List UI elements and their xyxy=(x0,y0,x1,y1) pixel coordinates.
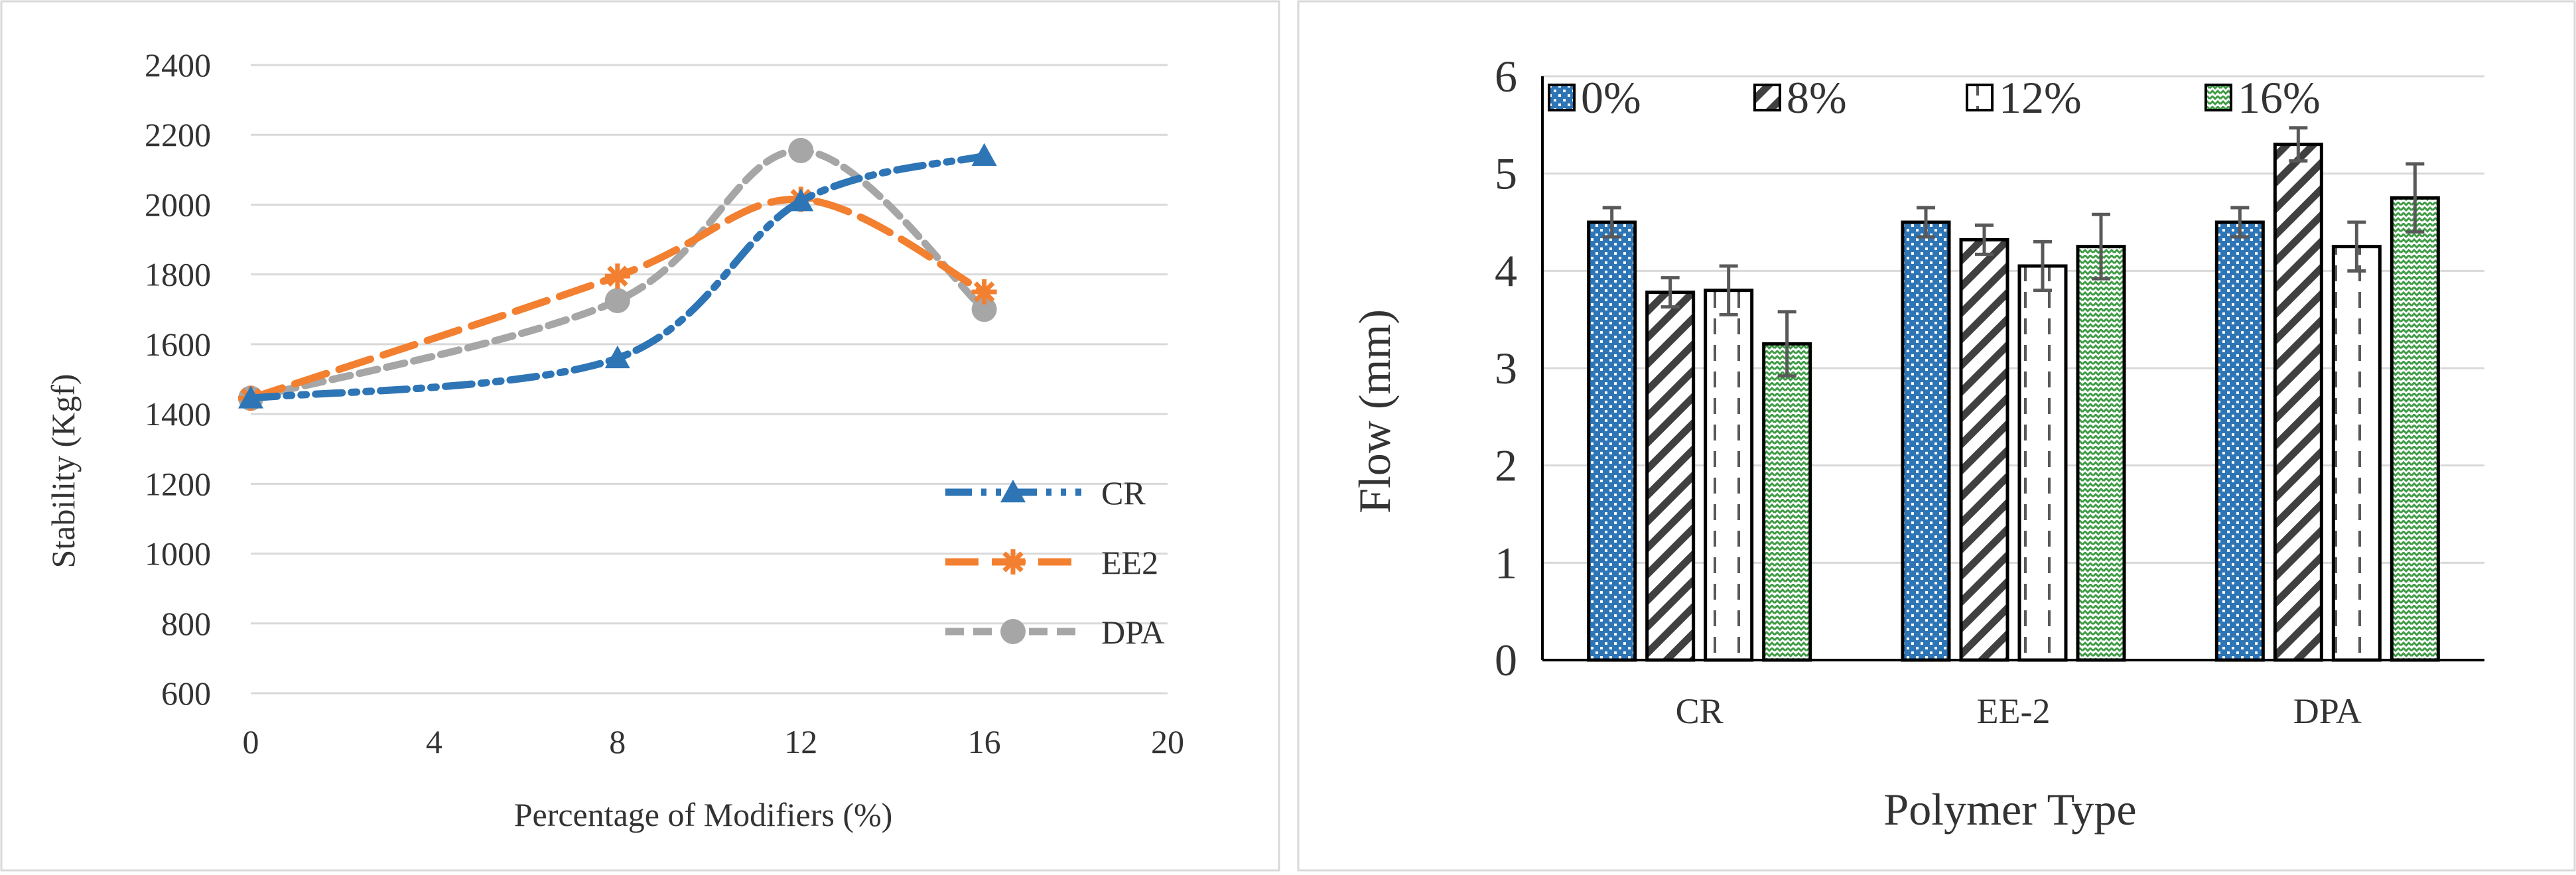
y-tick-label: 2 xyxy=(1495,440,1517,491)
bar xyxy=(2214,220,2265,662)
legend-label: CR xyxy=(1101,474,1146,511)
data-point-cr xyxy=(971,143,997,166)
bar-group xyxy=(2331,220,2382,662)
y-tick-label: 800 xyxy=(161,605,211,642)
flow-bar-chart: 0 1 2 3 4 5 6 CR EE-2 DPA 0% 8% 12% 16% Flow (mm) P… xyxy=(1297,0,2576,872)
y-axis-title: Flow (mm) xyxy=(1349,309,1400,513)
bar-group xyxy=(1645,276,1696,662)
legend-label: EE2 xyxy=(1101,544,1158,581)
x-tick-label: 0 xyxy=(243,723,259,760)
legend-swatch xyxy=(2204,84,2232,111)
series-cr xyxy=(238,143,997,409)
y-tick-label: 4 xyxy=(1495,245,1517,296)
data-point-ee2 xyxy=(604,263,630,289)
bar-group xyxy=(2017,239,2068,662)
legend-label: 12% xyxy=(1999,72,2082,123)
series-line-dpa xyxy=(247,147,988,402)
x-tick-label: CR xyxy=(1676,691,1724,731)
legend-entry: 8% xyxy=(1753,72,1847,123)
legend-swatch xyxy=(1753,84,1781,111)
legend-swatch xyxy=(1966,84,1994,111)
bar xyxy=(2017,264,2068,662)
legend-entry-ee2: EE2 xyxy=(945,544,1158,581)
legend-entry: 12% xyxy=(1966,72,2082,123)
bar-group xyxy=(1587,206,1637,662)
x-axis-title: Polymer Type xyxy=(1883,784,2136,835)
x-tick-label: DPA xyxy=(2293,691,2362,731)
x-tick-label: EE-2 xyxy=(1977,691,2051,731)
y-tick-label: 600 xyxy=(161,675,211,712)
legend-swatch xyxy=(1548,84,1576,111)
y-tick-label: 1400 xyxy=(145,395,211,433)
bar-group xyxy=(2214,206,2265,662)
bar-group xyxy=(1901,206,1951,662)
bar-group xyxy=(2390,162,2440,662)
legend-label: 0% xyxy=(1581,72,1641,123)
bar xyxy=(2076,245,2126,662)
legend-marker xyxy=(1000,549,1026,574)
legend-label: 16% xyxy=(2238,72,2321,123)
data-point-dpa xyxy=(971,297,997,322)
bar-group xyxy=(1959,223,2009,662)
chart-frame xyxy=(0,0,1280,872)
y-tick-label: 6 xyxy=(1495,51,1517,101)
bar-group xyxy=(2076,212,2126,662)
data-point-dpa xyxy=(788,137,814,163)
bar xyxy=(2331,245,2382,662)
bar xyxy=(2390,196,2440,662)
bar xyxy=(1587,220,1637,662)
bar xyxy=(1762,342,1812,662)
bar xyxy=(2273,143,2323,662)
bar xyxy=(1645,291,1696,662)
bar xyxy=(1901,220,1951,662)
series-line-cr xyxy=(247,152,988,402)
y-tick-label: 2400 xyxy=(145,46,211,84)
bar-group xyxy=(1704,264,1754,662)
x-tick-label: 12 xyxy=(784,723,817,760)
data-point-ee2 xyxy=(971,279,997,304)
y-axis-title: Stability (Kgf) xyxy=(44,373,82,568)
x-axis-title: Percentage of Modifiers (%) xyxy=(514,796,893,833)
data-point-cr xyxy=(604,345,630,369)
bar-group xyxy=(1762,310,1812,662)
bar-group xyxy=(2273,126,2323,662)
y-tick-label: 1000 xyxy=(145,535,211,572)
y-tick-label: 2200 xyxy=(145,116,211,153)
bar xyxy=(1704,289,1754,662)
legend-entry: 16% xyxy=(2204,72,2321,123)
x-tick-label: 16 xyxy=(968,723,1001,760)
legend-marker xyxy=(1000,480,1026,503)
data-point-cr xyxy=(238,385,263,409)
stability-line-chart: 600 800 1000 1200 1400 1600 1800 2000 2200 2400 0… xyxy=(0,0,1280,872)
legend-entry-dpa: DPA xyxy=(945,614,1164,651)
y-tick-label: 1800 xyxy=(145,256,211,293)
series-line-ee2 xyxy=(247,196,988,402)
x-tick-label: 20 xyxy=(1151,723,1184,760)
legend-entry: 0% xyxy=(1548,72,1641,123)
y-tick-label: 2000 xyxy=(145,186,211,223)
legend-entry-cr: CR xyxy=(945,474,1146,511)
data-point-dpa xyxy=(604,288,630,314)
legend-label: DPA xyxy=(1101,614,1164,651)
y-tick-label: 1200 xyxy=(145,465,211,502)
y-tick-label: 3 xyxy=(1495,343,1517,393)
x-tick-label: 4 xyxy=(426,723,442,760)
bar xyxy=(1959,237,2009,662)
data-point-cr xyxy=(788,188,814,212)
y-tick-label: 0 xyxy=(1495,635,1517,685)
y-tick-label: 5 xyxy=(1495,149,1517,199)
legend-label: 8% xyxy=(1787,72,1847,123)
x-tick-label: 8 xyxy=(609,723,626,760)
legend-marker xyxy=(1000,619,1026,644)
y-tick-label: 1600 xyxy=(145,326,211,363)
y-tick-label: 1 xyxy=(1495,537,1517,588)
